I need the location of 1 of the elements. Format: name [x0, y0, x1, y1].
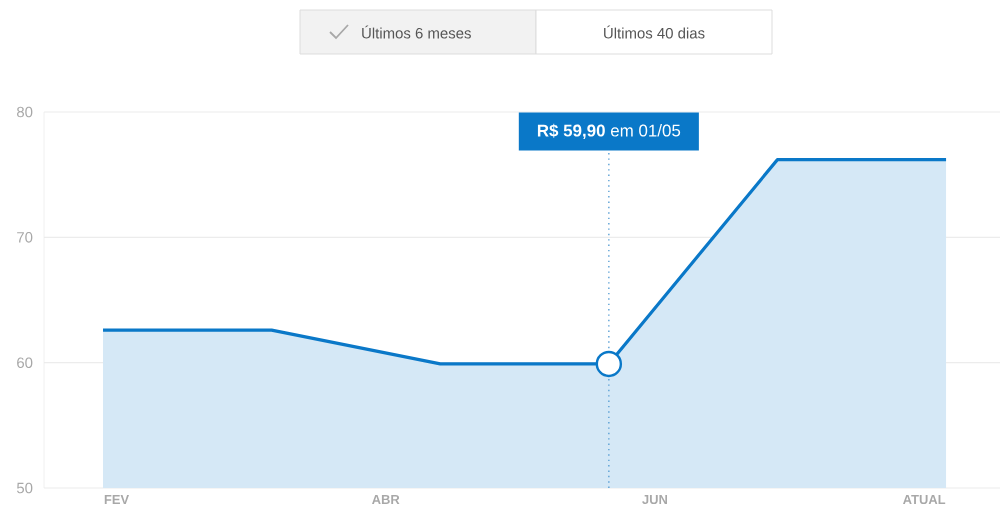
annotation: R$ 59,90 em 01/05	[537, 123, 681, 140]
